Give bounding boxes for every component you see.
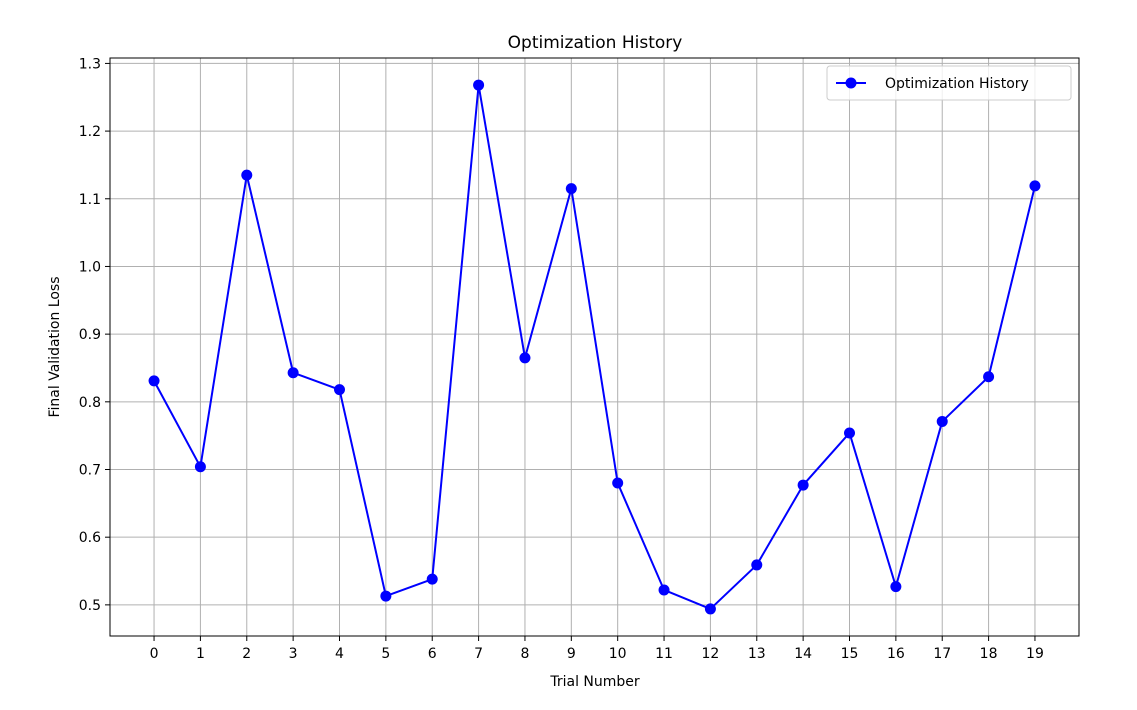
x-tick-label: 15 — [841, 646, 859, 662]
x-tick-label: 1 — [196, 646, 205, 662]
y-axis-ticks: 0.5 0.6 0.7 0.8 0.9 1.0 1.1 1.2 1.3 — [79, 56, 110, 614]
x-tick-label: 14 — [794, 646, 812, 662]
x-tick-label: 19 — [1026, 646, 1044, 662]
x-tick-label: 13 — [748, 646, 766, 662]
y-tick-label: 0.6 — [79, 530, 101, 546]
x-tick-label: 4 — [335, 646, 344, 662]
x-tick-label: 7 — [474, 646, 483, 662]
legend-box — [826, 65, 1072, 101]
x-tick-label: 8 — [520, 646, 529, 662]
y-axis-title: Final Validation Loss — [47, 276, 63, 417]
data-point — [565, 183, 577, 195]
data-point — [844, 427, 855, 439]
x-tick-label: 2 — [242, 646, 251, 662]
y-tick-label: 1.3 — [79, 56, 101, 72]
x-tick-label: 9 — [567, 646, 576, 662]
data-point — [936, 415, 948, 427]
x-tick-label: 10 — [609, 646, 627, 662]
data-point — [797, 479, 809, 491]
grid-lines — [110, 58, 1079, 636]
chart-title: Optimization History — [508, 33, 683, 53]
legend: Optimization History — [826, 65, 1072, 101]
data-point — [890, 581, 902, 593]
data-point — [380, 590, 392, 602]
data-point — [983, 371, 995, 383]
data-point — [426, 573, 438, 585]
y-tick-label: 1.1 — [79, 192, 101, 208]
y-tick-label: 1.0 — [79, 259, 101, 275]
data-point — [658, 584, 670, 596]
x-tick-label: 6 — [428, 646, 437, 662]
data-point — [612, 477, 624, 489]
data-point — [241, 169, 253, 181]
x-axis-ticks: 0 1 2 3 4 5 6 7 8 9 10 11 12 13 14 15 16 17 18 19 — [150, 636, 1044, 662]
x-tick-label: 17 — [933, 646, 951, 662]
data-point — [473, 79, 485, 91]
y-tick-label: 0.5 — [79, 598, 101, 614]
x-tick-label: 16 — [887, 646, 905, 662]
legend-label: Optimization History — [885, 76, 1029, 92]
data-point — [194, 461, 206, 473]
y-tick-label: 0.9 — [79, 327, 101, 343]
y-tick-label: 0.7 — [79, 463, 101, 479]
y-tick-label: 0.8 — [79, 395, 101, 411]
x-tick-label: 5 — [381, 646, 390, 662]
x-tick-label: 11 — [655, 646, 673, 662]
x-tick-label: 0 — [150, 646, 159, 662]
data-point — [519, 352, 531, 364]
data-point — [334, 384, 345, 396]
plot-frame — [109, 57, 1080, 637]
y-tick-label: 1.2 — [79, 124, 101, 140]
data-point — [148, 375, 160, 387]
data-point — [287, 367, 299, 379]
series-layer — [148, 79, 1041, 615]
data-point — [704, 603, 716, 615]
x-tick-label: 12 — [701, 646, 719, 662]
x-axis-title: Trial Number — [549, 674, 640, 690]
series-line — [153, 84, 1036, 610]
data-point — [751, 559, 763, 571]
x-tick-label: 3 — [289, 646, 298, 662]
data-point — [1029, 180, 1041, 192]
legend-marker-swatch — [845, 77, 857, 89]
x-tick-label: 18 — [980, 646, 998, 662]
